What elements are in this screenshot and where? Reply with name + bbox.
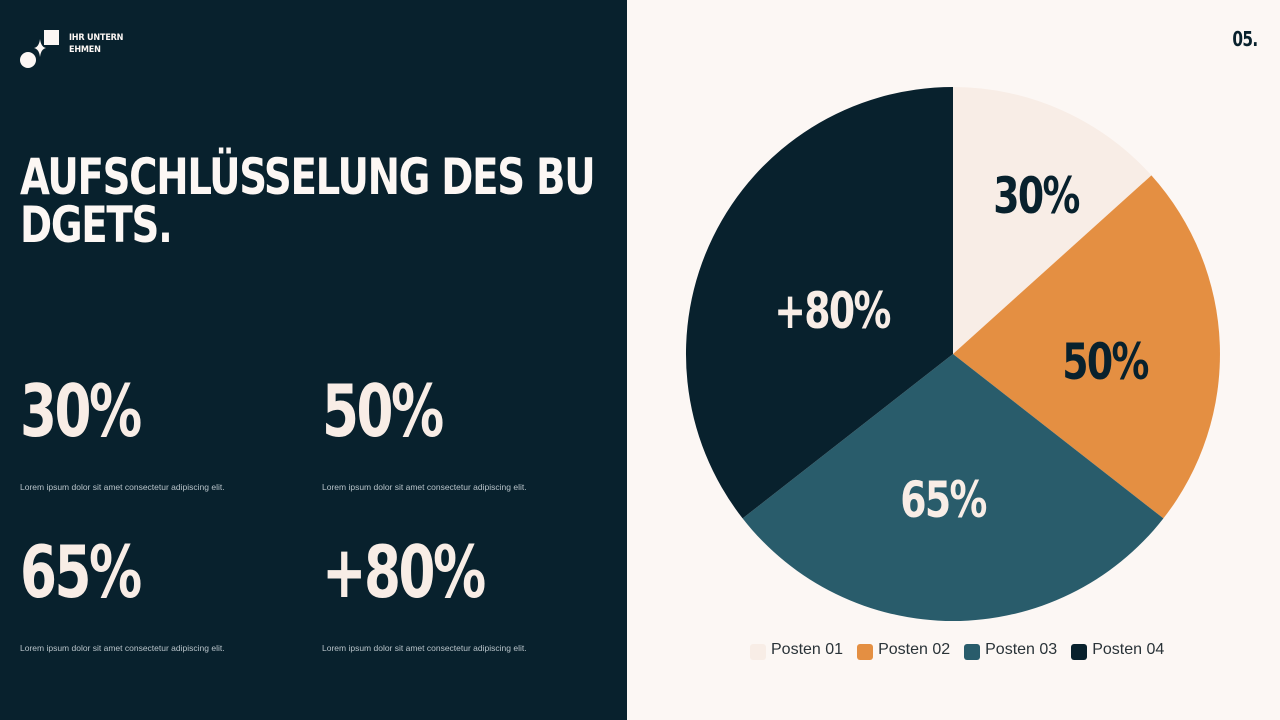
pie-slice-posten-03[interactable] (742, 354, 1164, 622)
legend-label: Posten 02 (878, 641, 951, 658)
left-panel (0, 0, 627, 720)
stat-item-3: 65% (20, 536, 166, 608)
legend-label: Posten 04 (1092, 641, 1165, 658)
pie-label-posten-01: 30% (993, 167, 1080, 225)
pie-slice-posten-01[interactable] (953, 87, 1152, 354)
legend-item-posten-02[interactable]: Posten 02 (857, 640, 950, 660)
legend-item-posten-03[interactable]: Posten 03 (964, 640, 1057, 660)
legend-item-posten-01[interactable]: Posten 01 (750, 640, 843, 660)
legend-swatch-icon (964, 644, 981, 660)
pie-slice-posten-04[interactable] (685, 87, 953, 519)
legend-label: Posten 03 (985, 641, 1058, 658)
stat-description: Lorem ipsum dolor sit amet consectetur a… (20, 482, 225, 492)
stat-item-2: 50% (322, 375, 468, 447)
company-name: IHR UNTERNEHMEN (69, 33, 124, 55)
abstract-shapes-logo-icon (20, 30, 59, 68)
page-number: 05. (1231, 27, 1258, 51)
company-logo: IHR UNTERNEHMEN (20, 30, 125, 70)
stat-description: Lorem ipsum dolor sit amet consectetur a… (20, 643, 225, 653)
stat-item-1: 30% (20, 375, 166, 447)
legend-swatch-icon (1071, 644, 1088, 660)
stat-item-4: +80% (322, 536, 519, 608)
legend-label: Posten 01 (771, 641, 844, 658)
stat-value: 30% (20, 369, 142, 453)
legend-swatch-icon (857, 644, 874, 660)
stat-value: 50% (322, 369, 444, 453)
pie-label-posten-02: 50% (1062, 333, 1149, 391)
stat-description: Lorem ipsum dolor sit amet consectetur a… (322, 643, 527, 653)
pie-label-posten-04: +80% (774, 282, 891, 340)
stat-description: Lorem ipsum dolor sit amet consectetur a… (322, 482, 527, 492)
page-title: AUFSCHLÜSSELUNG DES BUDGETS. (20, 148, 596, 254)
chart-legend: Posten 01 Posten 02 Posten 03 Posten 04 (750, 640, 1178, 660)
pie-label-posten-03: 65% (900, 471, 987, 529)
stat-value: +80% (322, 530, 486, 614)
pie-slice-posten-02[interactable] (953, 175, 1220, 519)
stat-value: 65% (20, 530, 142, 614)
legend-item-posten-04[interactable]: Posten 04 (1071, 640, 1164, 660)
legend-swatch-icon (750, 644, 766, 660)
